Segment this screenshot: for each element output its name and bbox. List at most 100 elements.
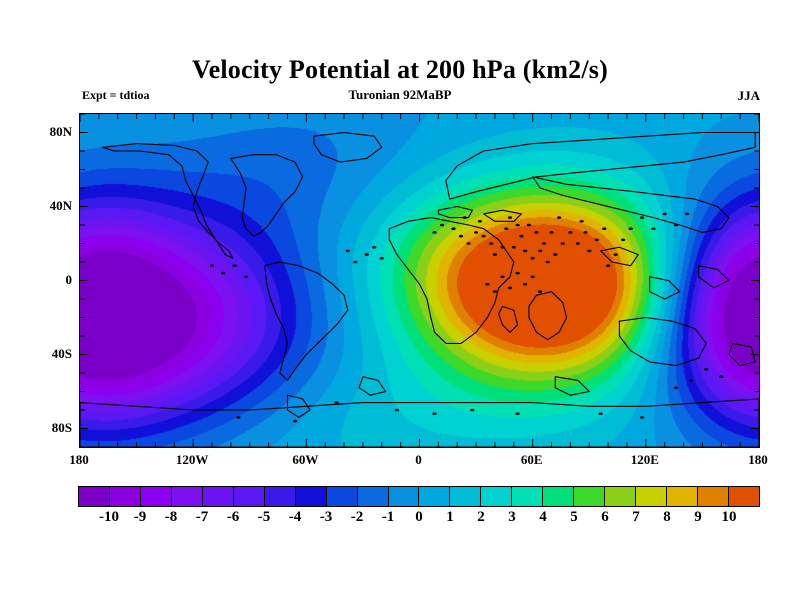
coastline-path (532, 176, 730, 233)
coastline-path (498, 305, 519, 333)
island-marker (549, 231, 554, 234)
island-marker (673, 386, 679, 390)
island-marker (492, 253, 497, 256)
colorbar-cell (233, 487, 265, 506)
island-marker (534, 231, 539, 234)
island-marker (500, 275, 505, 279)
island-marker (466, 242, 471, 245)
island-marker (545, 260, 550, 264)
island-marker (640, 416, 645, 419)
velocity-potential-field (80, 114, 759, 447)
colorbar-cell (667, 487, 699, 506)
colorbar-cell (357, 487, 389, 506)
island-marker (372, 245, 377, 249)
island-marker (470, 408, 475, 412)
colorbar-tick-label: 8 (663, 509, 671, 525)
island-marker (292, 419, 298, 423)
island-marker (598, 412, 603, 416)
island-marker (640, 216, 645, 219)
island-marker (474, 231, 479, 234)
island-marker (511, 245, 516, 249)
coastline-path (649, 276, 681, 300)
island-marker (209, 264, 215, 267)
colorbar-tick-label: 6 (601, 509, 609, 525)
island-marker (557, 216, 562, 219)
colorbar-cell (636, 487, 668, 506)
x-tick-label: 120E (630, 452, 659, 467)
coastline-path (728, 342, 756, 367)
coastline-path (286, 394, 311, 418)
colorbar-tick-label: 4 (539, 509, 547, 525)
colorbar-tick-label: -10 (99, 509, 119, 525)
island-marker (628, 227, 633, 230)
coastline-path (445, 131, 756, 200)
island-marker (477, 220, 482, 223)
island-marker (538, 290, 543, 293)
colorbar-cell (574, 487, 606, 506)
island-marker (492, 290, 497, 293)
colorbar-tick-label: 7 (632, 509, 640, 525)
coastline-path (698, 265, 730, 289)
island-marker (379, 257, 384, 260)
coastline-path (313, 131, 383, 163)
island-marker (594, 238, 599, 242)
colorbar-cell (729, 487, 759, 506)
island-marker (440, 223, 445, 227)
y-tick-label: 40N (49, 197, 72, 213)
island-marker (236, 416, 241, 419)
island-marker (579, 220, 584, 223)
coastline-path (483, 209, 522, 222)
page-title: Velocity Potential at 200 hPa (km2/s) (192, 55, 608, 84)
colorbar-tick-label: -2 (350, 509, 364, 525)
colorbar-tick-label: 5 (570, 509, 578, 525)
coastline-path (230, 154, 304, 237)
season-label: JJA (737, 88, 760, 103)
island-marker (500, 245, 505, 249)
island-marker (394, 408, 399, 412)
coastline-path (102, 143, 234, 259)
coastline-path (264, 261, 349, 381)
x-tick-label: 180 (748, 452, 768, 467)
colorbar-cell (419, 487, 451, 506)
colorbar-tick-label: -4 (288, 509, 302, 525)
y-tick-label: 40S (51, 345, 72, 361)
colorbar-cell (202, 487, 234, 506)
island-marker (485, 282, 490, 286)
island-marker (583, 231, 588, 234)
coastline-path (618, 316, 707, 367)
colorbar-tick-label: -3 (319, 509, 333, 525)
island-marker (704, 368, 709, 371)
colorbar-cell (140, 487, 172, 506)
island-marker (489, 242, 494, 245)
x-tick-label: 0 (415, 452, 422, 467)
colorbar-cell (388, 487, 420, 506)
island-marker (621, 238, 626, 242)
colorbar-tick-label: -1 (381, 509, 395, 525)
island-marker (719, 375, 724, 379)
x-tick-label: 60E (520, 452, 543, 467)
island-marker (519, 234, 524, 238)
island-marker (651, 227, 656, 230)
island-marker (530, 257, 535, 260)
coastline-path (600, 246, 639, 267)
x-tick-label: 60W (292, 452, 319, 467)
island-marker (451, 227, 456, 230)
coastline-path (528, 291, 568, 341)
colorbar-cell (450, 487, 482, 506)
colorbar (78, 486, 760, 507)
colorbar-cell (326, 487, 358, 506)
island-marker (232, 264, 237, 267)
island-marker (345, 249, 350, 253)
colorbar-tick-label: 0 (415, 509, 423, 525)
colorbar-cell (109, 487, 141, 506)
colorbar-cell (512, 487, 544, 506)
island-marker (481, 234, 486, 238)
coastline-path (437, 205, 473, 219)
island-marker (462, 216, 467, 219)
island-marker (458, 234, 464, 238)
island-marker (541, 242, 547, 245)
coastline-path (554, 376, 590, 396)
island-marker (432, 412, 437, 416)
x-tick-label: 180 (69, 452, 89, 467)
